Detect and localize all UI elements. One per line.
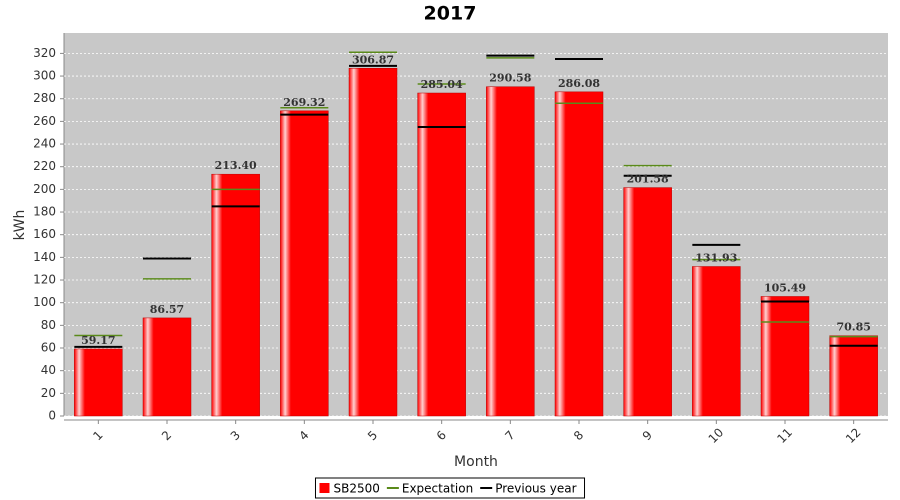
x-tick-label: 8 (571, 428, 586, 443)
legend-label: Previous year (495, 482, 576, 496)
x-tick-label: 5 (365, 428, 380, 443)
y-tick-label: 80 (41, 318, 56, 332)
y-tick-label: 160 (33, 227, 56, 241)
bar (829, 335, 878, 417)
y-tick-label: 260 (33, 114, 56, 128)
value-label: 286.08 (558, 77, 600, 90)
y-tick-label: 140 (33, 250, 56, 264)
value-label: 59.17 (81, 334, 115, 347)
legend-label: SB2500 (333, 482, 379, 496)
bar (692, 266, 741, 417)
y-tick-label: 20 (41, 386, 56, 400)
y-tick-label: 240 (33, 137, 56, 151)
value-label: 201.58 (627, 173, 669, 186)
x-axis-label: Month (454, 454, 498, 470)
value-label: 105.49 (764, 281, 806, 294)
y-tick-label: 0 (48, 409, 56, 423)
bar (623, 187, 672, 417)
bar (486, 86, 535, 417)
value-label: 290.58 (489, 72, 531, 85)
y-tick-label: 40 (41, 363, 56, 377)
value-label: 131.93 (695, 252, 737, 265)
bar (211, 173, 260, 417)
x-tick-label: 2 (159, 428, 174, 443)
legend-label: Expectation (402, 482, 473, 496)
x-tick-label: 7 (502, 428, 517, 443)
y-tick-label: 60 (41, 341, 56, 355)
x-tick-label: 10 (706, 425, 727, 446)
x-tick-label: 4 (296, 428, 311, 443)
value-label: 70.85 (836, 321, 870, 334)
y-tick-label: 200 (33, 182, 56, 196)
y-tick-label: 100 (33, 295, 56, 309)
bar (348, 68, 398, 417)
x-tick-label: 1 (90, 428, 105, 443)
x-tick-label: 11 (774, 425, 795, 446)
value-label: 306.87 (352, 53, 394, 66)
chart-title: 2017 (424, 3, 477, 25)
x-tick-label: 6 (434, 428, 449, 443)
bar (280, 110, 329, 417)
value-label: 285.04 (421, 78, 463, 91)
legend (314, 477, 586, 499)
bar (74, 348, 123, 417)
y-tick-label: 280 (33, 91, 56, 105)
value-label: 86.57 (150, 303, 184, 316)
value-label: 269.32 (283, 96, 325, 109)
x-tick-label: 9 (640, 428, 655, 443)
y-tick-label: 120 (33, 273, 56, 287)
bar (760, 296, 810, 417)
legend-swatch (319, 483, 330, 493)
y-tick-label: 300 (33, 69, 56, 83)
bar (142, 317, 192, 417)
y-tick-label: 320 (33, 46, 56, 60)
bar (554, 91, 604, 417)
x-tick-label: 3 (228, 428, 243, 443)
y-tick-label: 220 (33, 159, 56, 173)
plot-area (64, 33, 888, 416)
x-tick-label: 12 (843, 425, 864, 446)
y-tick-label: 180 (33, 205, 56, 219)
bar (417, 92, 466, 417)
value-label: 213.40 (215, 159, 257, 172)
y-axis-label: kWh (12, 210, 28, 241)
